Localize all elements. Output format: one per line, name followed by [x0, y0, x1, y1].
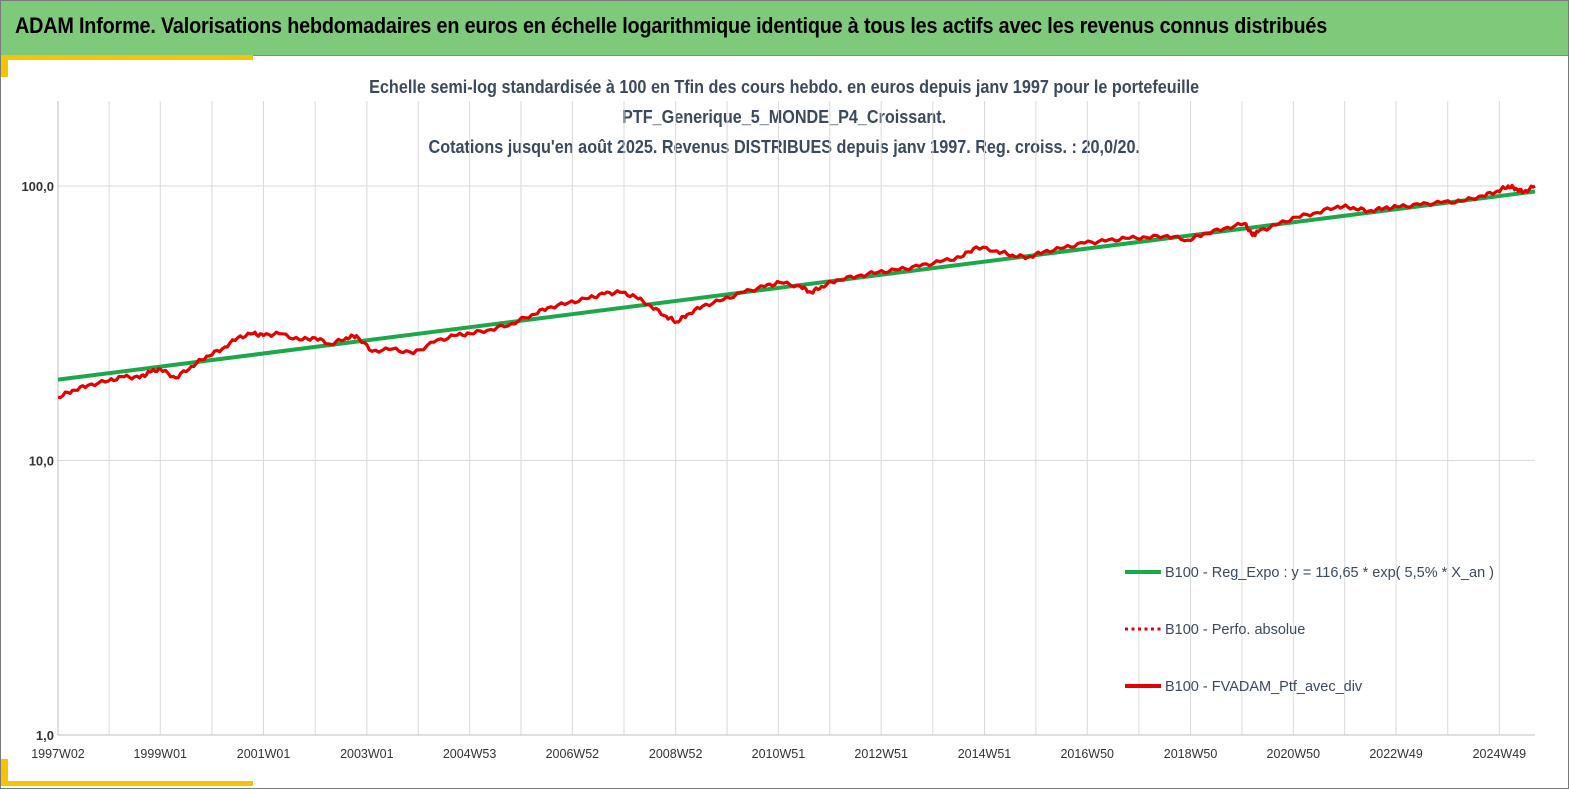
- chart-title-line-2: PTF_Generique_5_MONDE_P4_Croissant.: [622, 107, 947, 127]
- legend-label-regression: B100 - Reg_Expo : y = 116,65 * exp( 5,5%…: [1165, 565, 1494, 581]
- legend-label-portfolio: B100 - FVADAM_Ptf_avec_div: [1165, 679, 1363, 695]
- header-banner: ADAM Informe. Valorisations hebdomadaire…: [1, 1, 1568, 56]
- x-tick-label: 2001W01: [237, 747, 291, 761]
- x-tick-label: 2024W49: [1473, 747, 1527, 761]
- y-tick-label: 10,0: [29, 454, 54, 469]
- legend-label-perf-absolue: B100 - Perfo. absolue: [1165, 622, 1305, 638]
- accent-bar-top: [1, 55, 253, 60]
- portfolio-line: [57, 183, 1536, 400]
- x-tick-label: 2006W52: [546, 747, 600, 761]
- x-tick-label: 2003W01: [340, 747, 394, 761]
- x-tick-label: 2010W51: [752, 747, 806, 761]
- chart-title-line-3: Cotations jusqu'en août 2025. Revenus DI…: [428, 137, 1141, 157]
- x-tick-label: 2004W53: [443, 747, 497, 761]
- x-tick-label: 2018W50: [1164, 747, 1218, 761]
- x-tick-label: 2008W52: [649, 747, 703, 761]
- y-tick-label: 100,0: [21, 179, 54, 194]
- y-tick-label: 1,0: [36, 728, 54, 743]
- x-tick-label: 2016W50: [1060, 747, 1114, 761]
- x-tick-label: 1997W02: [31, 747, 85, 761]
- x-tick-label: 2022W49: [1369, 747, 1423, 761]
- banner-title: ADAM Informe. Valorisations hebdomadaire…: [15, 13, 1328, 38]
- accent-bar-left-bottom: [1, 759, 8, 786]
- accent-bar-left-top: [1, 55, 8, 77]
- accent-bar-bottom: [1, 781, 253, 786]
- x-tick-label: 2020W50: [1267, 747, 1321, 761]
- x-tick-label: 2012W51: [854, 747, 908, 761]
- chart-title-line-1: Echelle semi-log standardisée à 100 en T…: [369, 77, 1200, 97]
- x-tick-label: 1999W01: [133, 747, 187, 761]
- x-tick-label: 2014W51: [958, 747, 1012, 761]
